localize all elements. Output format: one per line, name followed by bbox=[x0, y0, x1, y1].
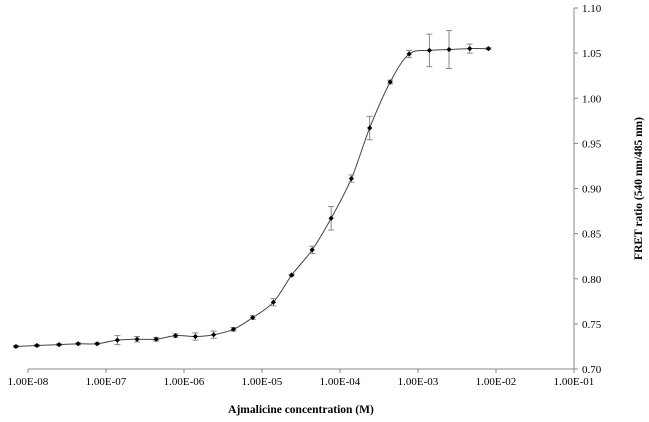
x-tick-label: 1.00E-03 bbox=[398, 376, 439, 388]
y-tick-label: 0.75 bbox=[582, 319, 602, 331]
y-tick-label: 0.95 bbox=[582, 138, 602, 150]
data-point bbox=[94, 341, 100, 347]
data-point bbox=[289, 272, 295, 278]
y-tick-label: 0.70 bbox=[582, 364, 602, 376]
data-point bbox=[406, 51, 412, 57]
data-point bbox=[172, 333, 179, 339]
error-bars bbox=[12, 30, 492, 348]
data-point bbox=[250, 314, 256, 321]
data-point bbox=[426, 47, 432, 54]
x-tick-label: 1.00E-07 bbox=[86, 376, 127, 388]
y-axis-title: FRET ratio (540 nm/485 nm) bbox=[633, 117, 645, 260]
data-point bbox=[467, 46, 473, 52]
x-tick-label: 1.00E-02 bbox=[476, 376, 517, 388]
plot-frame bbox=[28, 8, 575, 370]
x-axis-title: Ajmalicine concentration (M) bbox=[228, 404, 374, 416]
x-tick-label: 1.00E-08 bbox=[8, 376, 49, 388]
x-tick-label: 1.00E-01 bbox=[554, 376, 595, 388]
x-tick-label: 1.00E-05 bbox=[242, 376, 283, 388]
data-point bbox=[153, 336, 159, 342]
data-point bbox=[270, 299, 276, 305]
data-point bbox=[192, 333, 198, 340]
data-point bbox=[34, 342, 40, 349]
data-point bbox=[114, 337, 120, 343]
x-tick-label: 1.00E-04 bbox=[320, 376, 361, 388]
data-point bbox=[387, 79, 393, 85]
data-point bbox=[13, 343, 19, 350]
data-point bbox=[56, 342, 62, 348]
data-point bbox=[75, 341, 81, 347]
fit-curve bbox=[15, 48, 489, 347]
x-axis-ticks: 1.00E-08 1.00E-07 1.00E-06 1.00E-05 1.00E-04… bbox=[8, 369, 595, 388]
data-point bbox=[367, 125, 373, 131]
y-tick-label: 0.85 bbox=[582, 229, 602, 241]
data-point bbox=[230, 326, 237, 332]
data-point bbox=[348, 175, 354, 182]
y-axis-ticks: 0.70 0.75 0.80 0.85 0.90 0.95 1.00 1.05 1.10 bbox=[574, 3, 602, 376]
y-tick-label: 0.80 bbox=[582, 274, 602, 286]
y-tick-label: 1.00 bbox=[582, 93, 602, 105]
data-point bbox=[446, 46, 452, 53]
data-point bbox=[211, 332, 217, 338]
data-point bbox=[134, 336, 140, 342]
data-point bbox=[485, 46, 492, 52]
data-points bbox=[13, 46, 492, 350]
y-tick-label: 0.90 bbox=[582, 184, 602, 196]
data-point bbox=[309, 247, 315, 253]
x-tick-label: 1.00E-06 bbox=[164, 376, 205, 388]
y-tick-label: 1.10 bbox=[582, 3, 602, 15]
data-point bbox=[328, 215, 334, 221]
fit-curve-group bbox=[15, 48, 489, 347]
y-tick-label: 1.05 bbox=[582, 48, 602, 60]
